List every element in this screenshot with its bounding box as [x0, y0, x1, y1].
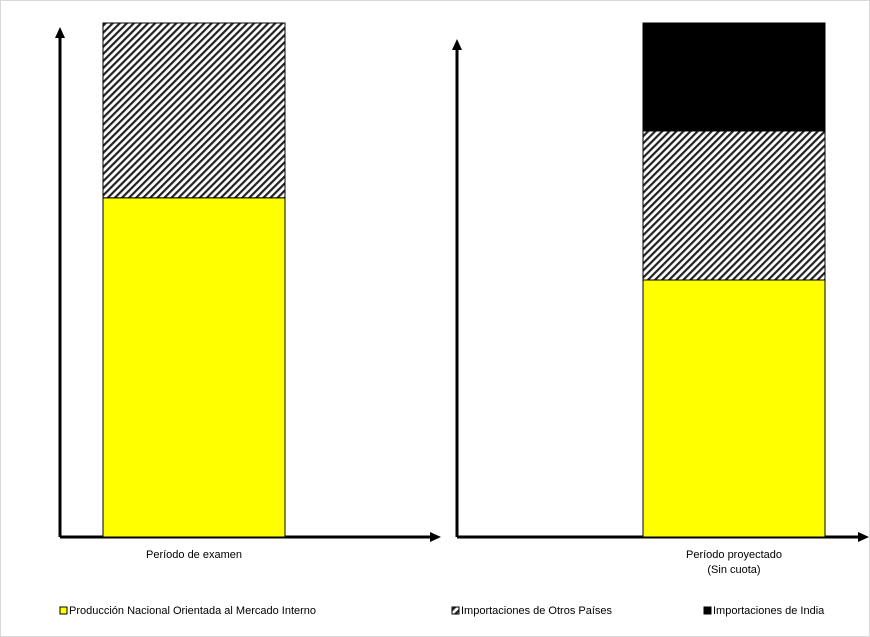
bar-segment-produccion-2: [642, 279, 826, 538]
legend-swatch-produccion: [59, 606, 68, 615]
bar-segment-otros-paises-2: [642, 130, 826, 281]
x-axis-arrow-1: [430, 532, 441, 542]
bar-segment-produccion-1: [102, 197, 286, 538]
legend-label-india: Importaciones de India: [713, 605, 825, 617]
legend-item-otros-paises: Importaciones de Otros Países: [451, 605, 613, 617]
legend: Producción Nacional Orientada al Mercado…: [59, 605, 825, 617]
bar-segment-otros-paises-1: [102, 22, 286, 199]
legend-item-produccion: Producción Nacional Orientada al Mercado…: [59, 605, 316, 617]
legend-label-produccion: Producción Nacional Orientada al Mercado…: [69, 605, 316, 617]
legend-label-otros-paises: Importaciones de Otros Países: [461, 605, 613, 617]
category-label-2-line-2: (Sin cuota): [707, 564, 760, 576]
bar-segment-india-2: [642, 22, 826, 132]
legend-swatch-india: [703, 606, 712, 615]
y-axis-arrow-1: [55, 27, 65, 38]
category-label-2-line-1: Período proyectado: [686, 549, 782, 561]
x-axis-arrow-2: [858, 532, 869, 542]
category-label-1-line-1: Período de examen: [146, 549, 242, 561]
legend-item-india: Importaciones de India: [703, 605, 825, 617]
y-axis-arrow-2: [452, 39, 462, 50]
legend-swatch-otros-paises: [451, 606, 460, 615]
